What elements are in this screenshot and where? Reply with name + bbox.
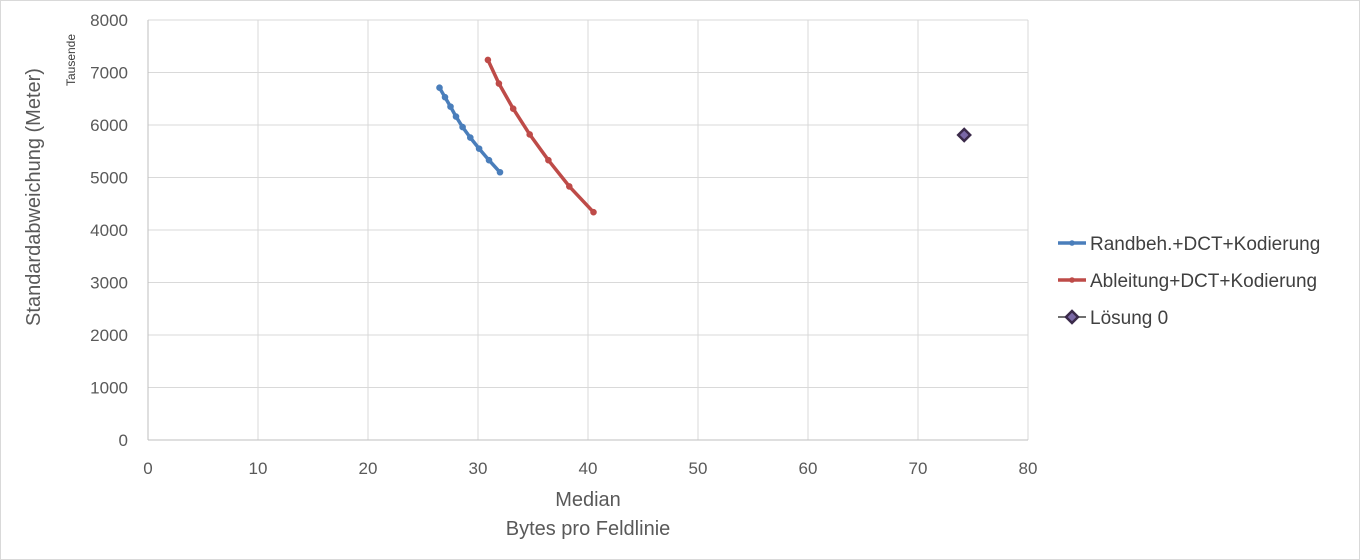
data-point-1-4 bbox=[545, 156, 552, 164]
y-tick-label-4: 4000 bbox=[90, 221, 128, 240]
data-point-1-1 bbox=[495, 80, 503, 87]
data-point-1-5 bbox=[566, 183, 573, 190]
data-point-0-5 bbox=[467, 134, 474, 141]
legend-label-2: Lösung 0 bbox=[1090, 308, 1168, 329]
y-tick-label-7: 7000 bbox=[90, 64, 128, 83]
data-point-0-0 bbox=[436, 84, 443, 92]
data-point-0-4 bbox=[459, 123, 466, 131]
x-tick-label-7: 70 bbox=[909, 459, 928, 478]
x-tick-label-3: 30 bbox=[469, 459, 488, 478]
series-0 bbox=[436, 84, 504, 176]
y-unit-label: Tausende bbox=[64, 34, 78, 86]
y-tick-label-6: 6000 bbox=[90, 116, 128, 135]
tick-labels: 0 10 20 30 40 50 60 70 80 0 1000 2000 3000 4000 5000 60… bbox=[90, 11, 1037, 478]
legend-swatch-marker-0 bbox=[1069, 240, 1075, 246]
y-tick-label-3: 3000 bbox=[90, 274, 128, 293]
data-point-0-3 bbox=[452, 113, 460, 120]
legend-item-1: Ableitung+DCT+Kodierung bbox=[1058, 271, 1317, 292]
y-tick-label-1: 1000 bbox=[90, 379, 128, 398]
data-point-1-2 bbox=[509, 105, 517, 113]
data-point-1-0 bbox=[484, 56, 492, 64]
legend-label-0: Randbeh.+DCT+Kodierung bbox=[1090, 234, 1320, 255]
x-tick-label-2: 20 bbox=[359, 459, 378, 478]
x-tick-label-4: 40 bbox=[579, 459, 598, 478]
y-tick-label-5: 5000 bbox=[90, 169, 128, 188]
x-axis-title: Median bbox=[555, 489, 621, 511]
series-1 bbox=[484, 56, 597, 216]
data-point-0-6 bbox=[475, 145, 483, 152]
x-axis-title-line2: Bytes pro Feldlinie bbox=[506, 518, 671, 540]
legend-item-0: Randbeh.+DCT+Kodierung bbox=[1058, 234, 1320, 255]
legend-item-2: Lösung 0 bbox=[1058, 308, 1168, 329]
x-tick-label-1: 10 bbox=[249, 459, 268, 478]
data-point-1-3 bbox=[526, 131, 534, 138]
y-tick-label-0: 0 bbox=[119, 431, 128, 450]
y-axis-title: Standardabweichung (Meter) bbox=[23, 68, 45, 326]
series-2 bbox=[956, 127, 972, 143]
x-tick-label-6: 60 bbox=[799, 459, 818, 478]
x-tick-label-5: 50 bbox=[689, 459, 708, 478]
data-point-0-7 bbox=[485, 156, 493, 164]
axes bbox=[147, 20, 1028, 441]
x-tick-label-0: 0 bbox=[143, 459, 152, 478]
series-layer bbox=[436, 56, 972, 216]
series-line-1 bbox=[486, 58, 596, 214]
legend: Randbeh.+DCT+Kodierung Ableitung+DCT+Kodi… bbox=[1058, 234, 1320, 329]
legend-swatch-marker-1 bbox=[1069, 277, 1075, 283]
data-point-0-2 bbox=[447, 103, 454, 110]
y-tick-label-2: 2000 bbox=[90, 326, 128, 345]
x-tick-label-8: 80 bbox=[1019, 459, 1038, 478]
grid bbox=[147, 19, 1029, 441]
data-point-0-8 bbox=[496, 168, 504, 176]
data-point-1-6 bbox=[590, 208, 597, 216]
legend-swatch-marker-2 bbox=[1064, 309, 1080, 325]
data-point-2-0 bbox=[956, 127, 972, 143]
y-tick-label-8: 8000 bbox=[90, 11, 128, 30]
legend-label-1: Ableitung+DCT+Kodierung bbox=[1090, 271, 1317, 292]
data-point-0-1 bbox=[441, 93, 449, 101]
